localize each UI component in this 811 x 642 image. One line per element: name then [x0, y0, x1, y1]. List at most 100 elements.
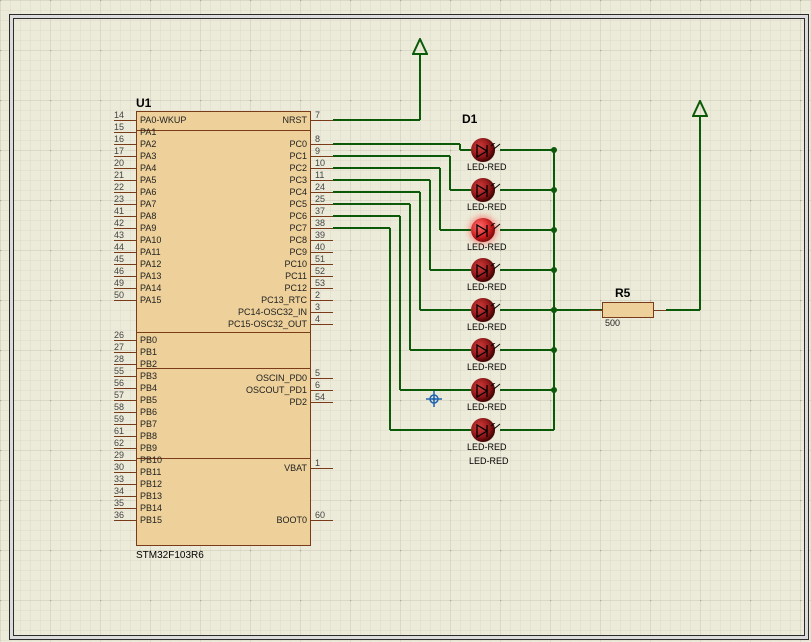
pin-number: 60: [315, 510, 325, 520]
power-arrow-icon: [692, 100, 708, 118]
wire-led-cathode: [500, 229, 554, 231]
wire-led-anode: [333, 179, 430, 181]
pin-name: PC0: [201, 139, 307, 149]
wire-led-anode: [333, 203, 410, 205]
pin-stub: [311, 180, 333, 181]
pin-stub: [311, 240, 333, 241]
pin-name: PA7: [140, 199, 156, 209]
pin-number: 4: [315, 314, 320, 324]
led-value-label: LED-RED: [467, 362, 507, 372]
wire-led-anode: [420, 309, 471, 311]
pin-number: 61: [114, 426, 124, 436]
pin-name: PA5: [140, 175, 156, 185]
wire-led-anode: [449, 156, 451, 190]
wire-led-anode: [333, 155, 450, 157]
pin-stub: [311, 156, 333, 157]
pin-name: PA15: [140, 295, 161, 305]
pin-number: 36: [114, 510, 124, 520]
pin-name: NRST: [201, 115, 307, 125]
led-d3[interactable]: [471, 218, 495, 242]
pin-number: 10: [315, 158, 325, 168]
pin-stub: [114, 192, 136, 193]
pin-stub: [311, 216, 333, 217]
pin-name: PC9: [201, 247, 307, 257]
pin-name: VBAT: [201, 463, 307, 473]
led-value-label: LED-RED: [467, 202, 507, 212]
component-r5[interactable]: [602, 302, 654, 318]
pin-number: 56: [114, 378, 124, 388]
wire-nrst: [419, 54, 421, 120]
power-arrow-icon: [412, 38, 428, 56]
pin-name: PC4: [201, 187, 307, 197]
pin-stub: [114, 300, 136, 301]
pin-number: 25: [315, 194, 325, 204]
pin-name: PA2: [140, 139, 156, 149]
pin-name: PA0-WKUP: [140, 115, 186, 125]
pin-number: 42: [114, 218, 124, 228]
pin-stub: [114, 448, 136, 449]
pin-stub: [114, 352, 136, 353]
pin-number: 45: [114, 254, 124, 264]
led-d6[interactable]: [471, 338, 495, 362]
pin-name: PB3: [140, 371, 157, 381]
pin-number: 5: [315, 368, 320, 378]
pin-stub: [114, 180, 136, 181]
wire-led-anode: [333, 215, 400, 217]
pin-number: 50: [114, 290, 124, 300]
pin-stub: [311, 228, 333, 229]
pin-stub: [114, 412, 136, 413]
wire-led-anode: [419, 192, 421, 310]
led-d2[interactable]: [471, 178, 495, 202]
led-d8[interactable]: [471, 418, 495, 442]
pin-stub: [114, 472, 136, 473]
pin-name: PC2: [201, 163, 307, 173]
wire-led-cathode: [500, 309, 554, 311]
pin-name: PC14-OSC32_IN: [201, 307, 307, 317]
pin-stub: [311, 324, 333, 325]
led-d4[interactable]: [471, 258, 495, 282]
pin-stub: [114, 340, 136, 341]
chip-section-line: [136, 368, 311, 369]
pin-stub: [114, 204, 136, 205]
led-d7[interactable]: [471, 378, 495, 402]
pin-name: PA6: [140, 187, 156, 197]
pin-stub: [114, 120, 136, 121]
pin-stub: [654, 310, 666, 311]
pin-number: 29: [114, 450, 124, 460]
pin-number: 37: [315, 206, 325, 216]
led-d1[interactable]: [471, 138, 495, 162]
pin-name: PC7: [201, 223, 307, 233]
pin-stub: [311, 390, 333, 391]
pin-name: OSCOUT_PD1: [201, 385, 307, 395]
origin-marker: [426, 391, 442, 407]
pin-number: 2: [315, 290, 320, 300]
pin-name: PB5: [140, 395, 157, 405]
pin-number: 53: [315, 278, 325, 288]
wire-r5-out: [699, 116, 701, 310]
pin-name: PB11: [140, 467, 161, 477]
pin-name: PB2: [140, 359, 157, 369]
led-value-label: LED-RED: [467, 402, 507, 412]
pin-name: PD2: [201, 397, 307, 407]
wire-led-anode: [429, 180, 431, 270]
pin-number: 1: [315, 458, 320, 468]
pin-number: 55: [114, 366, 124, 376]
pin-number: 40: [315, 242, 325, 252]
wire-led-cathode: [500, 269, 554, 271]
pin-number: 22: [114, 182, 124, 192]
pin-stub: [311, 204, 333, 205]
wire-led-cathode: [500, 389, 554, 391]
pin-stub: [114, 388, 136, 389]
pin-name: PC11: [201, 271, 307, 281]
junction-dot: [551, 307, 557, 313]
pin-stub: [114, 288, 136, 289]
led-d5[interactable]: [471, 298, 495, 322]
wire-led-cathode: [500, 189, 554, 191]
pin-number: 3: [315, 302, 320, 312]
pin-name: PA8: [140, 211, 156, 221]
pin-stub: [311, 120, 333, 121]
chip-section-line: [136, 332, 311, 333]
pin-name: PA9: [140, 223, 156, 233]
wire-led-cathode: [500, 429, 554, 431]
pin-number: 11: [315, 170, 324, 180]
